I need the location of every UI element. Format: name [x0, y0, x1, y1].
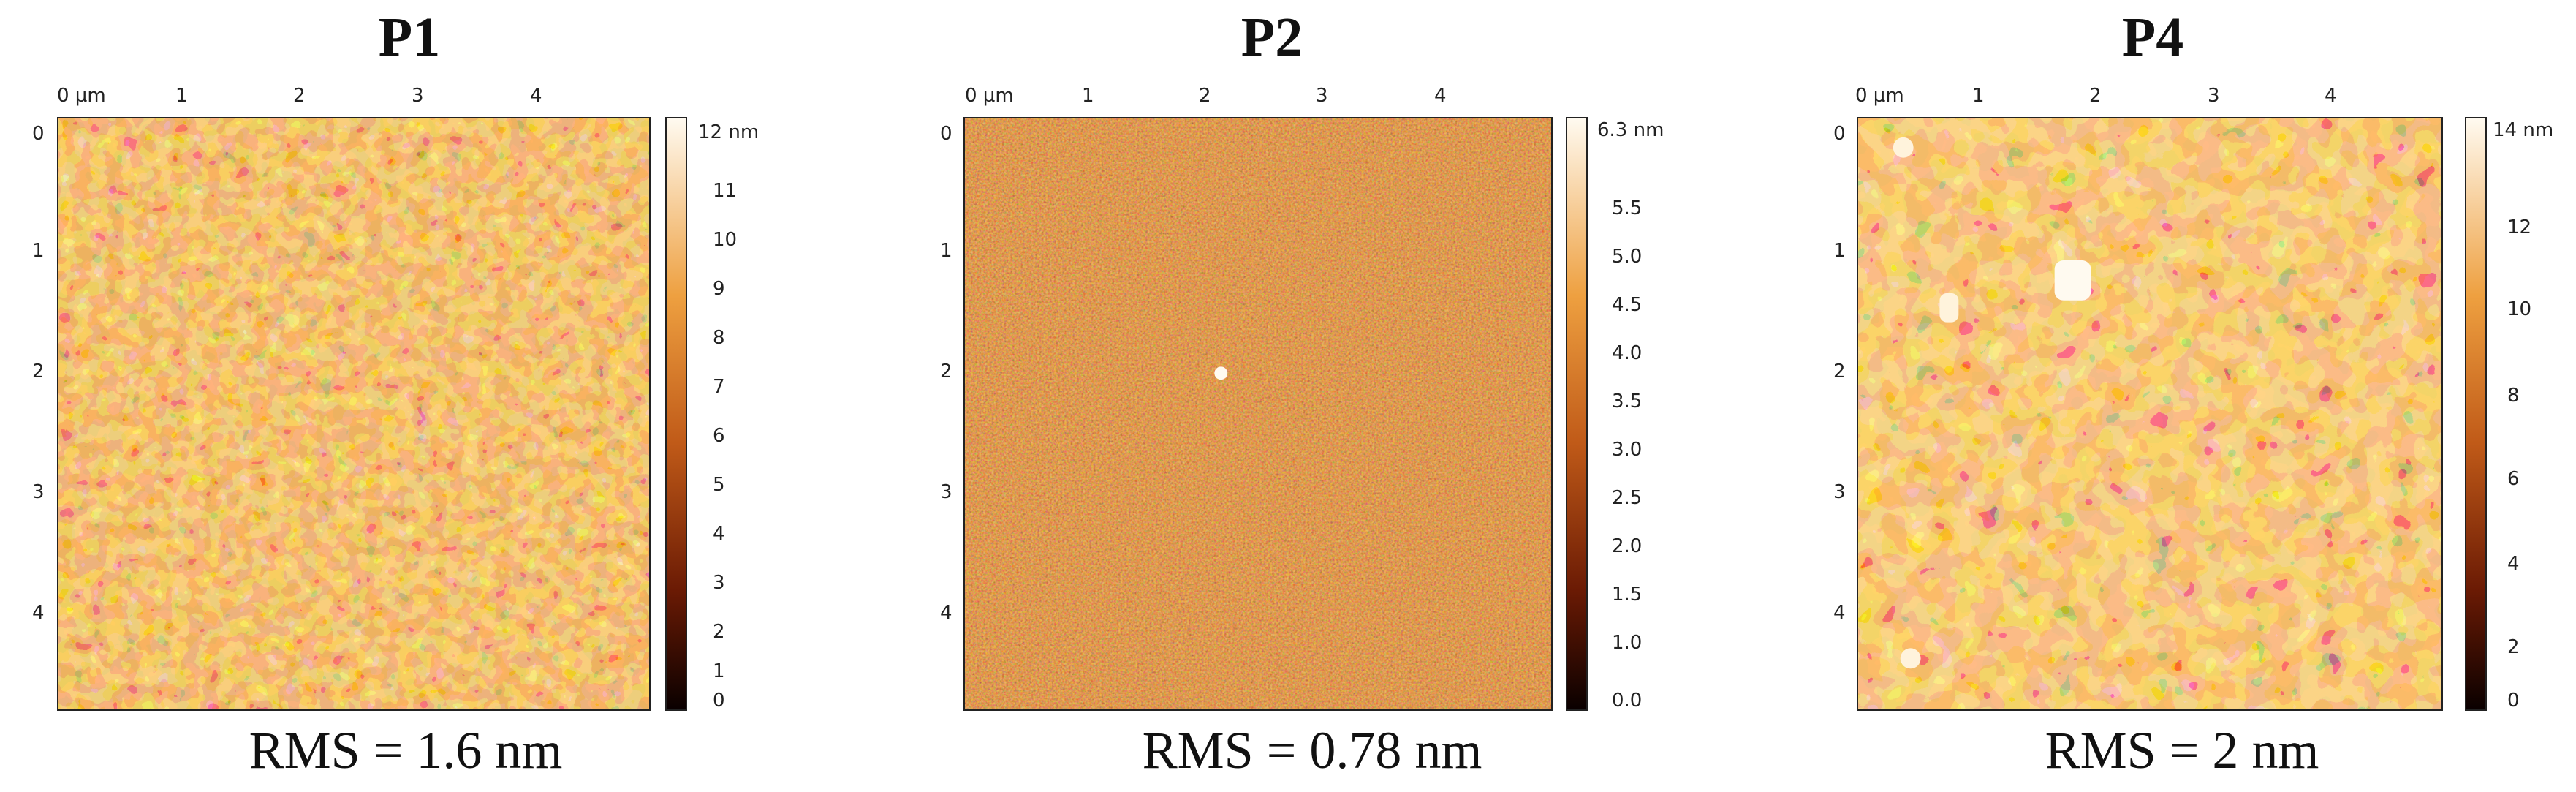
colorbar-label: 6	[2507, 468, 2520, 490]
colorbar-label: 5.5	[1612, 197, 1643, 219]
height-colorbar	[665, 117, 687, 711]
rms-value: RMS = 1.6 nm	[249, 721, 563, 780]
colorbar-label: 0.0	[1612, 690, 1643, 712]
colorbar-label: 4.0	[1612, 342, 1643, 364]
afm-panel-p4: P4 0 µm 1 2 3 4 0 1 2 3 4 14 nm 12 10 8 …	[1754, 0, 2576, 792]
y-tick: 3	[1833, 481, 1846, 503]
colorbar-label: 9	[713, 278, 725, 300]
afm-panel-p2: P2 0 µm 1 2 3 4 0 1 2 3 4 6.3 nm 5.5 5.0…	[877, 0, 1725, 792]
x-tick: 1	[1082, 85, 1094, 107]
panel-title: P2	[1240, 7, 1303, 68]
colorbar-label: 10	[713, 229, 738, 251]
colorbar-label: 3	[713, 572, 725, 594]
y-tick: 2	[32, 361, 45, 382]
x-tick: 0 µm	[57, 85, 106, 107]
colorbar-label: 5	[713, 474, 725, 496]
colorbar-label: 3.0	[1612, 439, 1643, 461]
colorbar-label: 14 nm	[2493, 119, 2554, 141]
y-tick: 4	[1833, 602, 1846, 624]
x-tick: 4	[2325, 85, 2337, 107]
colorbar-label: 2.0	[1612, 535, 1643, 557]
colorbar-label: 11	[713, 180, 738, 202]
colorbar-label: 6.3 nm	[1597, 119, 1664, 141]
y-tick: 1	[32, 240, 45, 262]
colorbar-label: 0	[2507, 690, 2520, 712]
y-tick: 0	[32, 123, 45, 145]
colorbar-label: 1.0	[1612, 632, 1643, 654]
height-colorbar	[1566, 117, 1588, 711]
x-tick: 3	[2208, 85, 2220, 107]
height-colorbar	[2465, 117, 2487, 711]
x-tick: 1	[1972, 85, 1985, 107]
rms-value: RMS = 0.78 nm	[1142, 721, 1482, 780]
y-tick: 4	[940, 602, 952, 624]
y-tick: 0	[1833, 123, 1846, 145]
colorbar-label: 2	[2507, 636, 2520, 658]
colorbar-label: 12 nm	[698, 121, 759, 143]
afm-height-map	[963, 117, 1553, 711]
colorbar-label: 4.5	[1612, 294, 1643, 316]
y-tick: 1	[1833, 240, 1846, 262]
x-tick: 2	[1199, 85, 1211, 107]
afm-panel-p1: P1 0 µm 1 2 3 4 0 1 2 3 4 12 nm 11 10 9 …	[0, 0, 848, 792]
x-tick: 0 µm	[965, 85, 1014, 107]
y-tick: 3	[32, 481, 45, 503]
colorbar-label: 8	[713, 327, 725, 349]
colorbar-label: 8	[2507, 385, 2520, 407]
colorbar-label: 1.5	[1612, 584, 1643, 606]
y-tick: 0	[940, 123, 952, 145]
y-tick: 1	[940, 240, 952, 262]
colorbar-label: 2.5	[1612, 487, 1643, 509]
y-tick: 2	[1833, 361, 1846, 382]
colorbar-label: 10	[2507, 298, 2532, 320]
colorbar-label: 2	[713, 621, 725, 643]
y-tick: 4	[32, 602, 45, 624]
rms-value: RMS = 2 nm	[2045, 721, 2319, 780]
x-tick: 0 µm	[1855, 85, 1904, 107]
x-tick: 4	[530, 85, 542, 107]
colorbar-label: 0	[713, 690, 725, 712]
x-tick: 3	[1316, 85, 1328, 107]
afm-height-map	[57, 117, 651, 711]
colorbar-label: 4	[713, 523, 725, 545]
panel-title: P1	[378, 7, 441, 68]
colorbar-label: 4	[2507, 553, 2520, 575]
colorbar-label: 12	[2507, 216, 2532, 238]
colorbar-label: 1	[713, 660, 725, 682]
x-tick: 3	[412, 85, 424, 107]
colorbar-label: 5.0	[1612, 246, 1643, 268]
x-tick: 1	[175, 85, 188, 107]
afm-height-map	[1857, 117, 2443, 711]
y-tick: 2	[940, 361, 952, 382]
x-tick: 2	[2089, 85, 2102, 107]
panel-title: P4	[2121, 7, 2184, 68]
x-tick: 4	[1434, 85, 1447, 107]
x-tick: 2	[293, 85, 306, 107]
colorbar-label: 6	[713, 425, 725, 447]
colorbar-label: 7	[713, 376, 725, 398]
y-tick: 3	[940, 481, 952, 503]
colorbar-label: 3.5	[1612, 391, 1643, 412]
